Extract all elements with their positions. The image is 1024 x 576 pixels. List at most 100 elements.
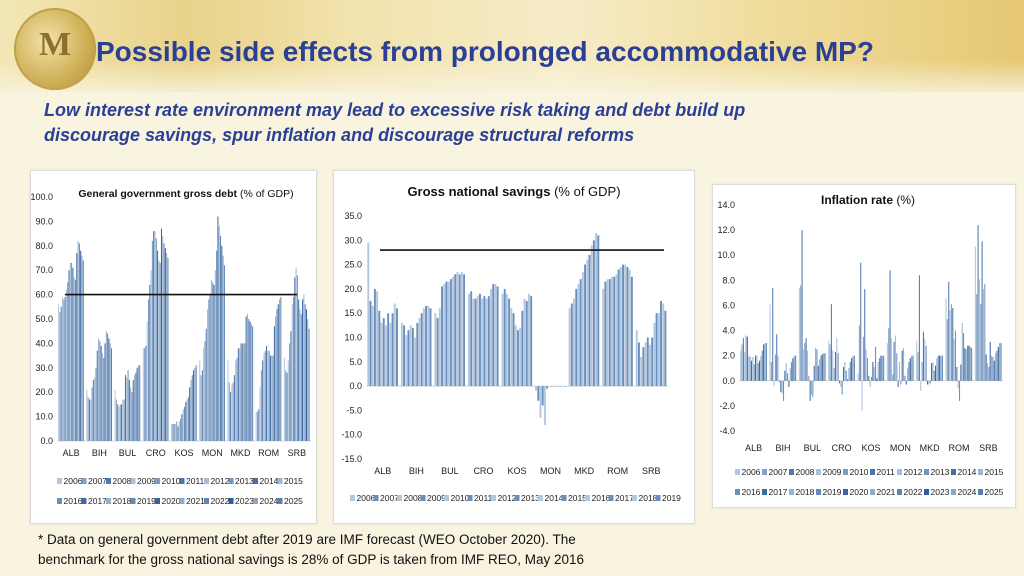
legend-label: 2015 — [284, 476, 303, 486]
bar — [245, 316, 247, 441]
bar — [763, 344, 765, 381]
bar — [239, 348, 241, 441]
bar — [788, 380, 790, 388]
bar — [741, 344, 743, 381]
bar — [577, 284, 580, 387]
legend-swatch — [608, 495, 614, 501]
bar — [801, 230, 803, 381]
bar — [216, 250, 218, 441]
legend-swatch — [897, 469, 902, 475]
bar — [568, 308, 571, 387]
bar — [981, 241, 983, 381]
inflation-chart-panel: Inflation rate (%) -4.0 -2.0 0.0 2.0 4.0 6.0 8.… — [712, 184, 1016, 508]
bar — [294, 277, 296, 441]
bar — [185, 401, 187, 441]
legend-label: 2016 — [592, 493, 611, 503]
bar — [203, 348, 205, 441]
logo-text: M — [38, 26, 72, 63]
bar — [501, 293, 504, 387]
bar — [935, 365, 937, 381]
y-tick-label: 14.0 — [717, 200, 735, 210]
bar — [249, 321, 251, 441]
bar — [606, 279, 609, 387]
legend-swatch — [655, 495, 661, 501]
bar — [957, 380, 959, 389]
bar — [195, 365, 197, 441]
bar — [127, 370, 129, 441]
bar — [367, 242, 370, 387]
bar — [579, 279, 582, 387]
bar — [968, 345, 970, 381]
legend-swatch — [762, 469, 767, 475]
x-tick-label: ALB — [374, 466, 391, 476]
bar — [286, 372, 288, 441]
bar — [817, 365, 819, 381]
bar — [642, 347, 645, 387]
bar — [833, 368, 835, 381]
bar — [153, 231, 155, 441]
bar — [980, 304, 982, 381]
bar — [931, 363, 933, 381]
bar — [755, 355, 757, 381]
bar — [959, 380, 961, 401]
bar — [886, 343, 888, 381]
bar — [570, 303, 573, 387]
bar — [655, 313, 658, 387]
savings-chart-panel: Gross national savings (% of GDP) -15.0 -1… — [333, 170, 695, 524]
legend-label: 2023 — [931, 487, 950, 497]
legend-label: 2007 — [88, 476, 107, 486]
bar — [295, 267, 297, 441]
bar — [770, 361, 772, 381]
bar — [836, 338, 838, 381]
bar — [523, 298, 526, 387]
bar — [114, 389, 116, 441]
legend-label: 2008 — [113, 476, 132, 486]
bar — [617, 269, 620, 387]
bar — [479, 293, 481, 387]
bar — [761, 350, 763, 381]
bar — [454, 274, 457, 387]
bar — [953, 339, 955, 381]
bar — [608, 279, 611, 387]
bar — [541, 386, 544, 406]
bar — [67, 282, 69, 441]
legend-label: 2006 — [64, 476, 83, 486]
bar — [308, 328, 310, 441]
bar — [492, 284, 495, 387]
page-subtitle: Low interest rate environment may lead t… — [44, 98, 984, 148]
legend-label: 2020 — [162, 496, 181, 506]
bar — [939, 355, 941, 381]
legend-swatch — [870, 489, 875, 495]
chart-title-suffix: (% of GDP) — [240, 188, 294, 200]
bar — [194, 367, 196, 441]
bar — [481, 298, 484, 387]
page-title: Possible side effects from prolonged acc… — [96, 36, 874, 67]
bar — [841, 380, 843, 395]
bar — [396, 308, 398, 387]
bar — [279, 299, 281, 441]
legend-swatch — [81, 498, 87, 504]
bar — [389, 322, 392, 387]
legend-swatch — [179, 498, 185, 504]
bar — [592, 240, 595, 387]
bar — [163, 243, 165, 441]
savings-chart: Gross national savings (% of GDP) -15.0 -1… — [341, 184, 681, 503]
legend-swatch — [106, 498, 111, 504]
y-tick-label: 70.0 — [35, 265, 53, 275]
bar — [456, 271, 459, 387]
bar — [787, 373, 789, 381]
bar — [964, 348, 966, 381]
bar — [443, 284, 446, 387]
x-tick-label: CRO — [832, 443, 852, 453]
legend-label: 2010 — [162, 476, 181, 486]
legend-swatch — [106, 478, 111, 484]
bar — [285, 370, 287, 441]
bar — [866, 358, 868, 381]
bar — [649, 344, 651, 387]
bar — [307, 319, 309, 441]
legend-label: 2024 — [260, 496, 279, 506]
bar — [805, 338, 807, 381]
legend-swatch — [951, 469, 956, 475]
bar — [302, 299, 304, 441]
bar — [912, 355, 914, 381]
